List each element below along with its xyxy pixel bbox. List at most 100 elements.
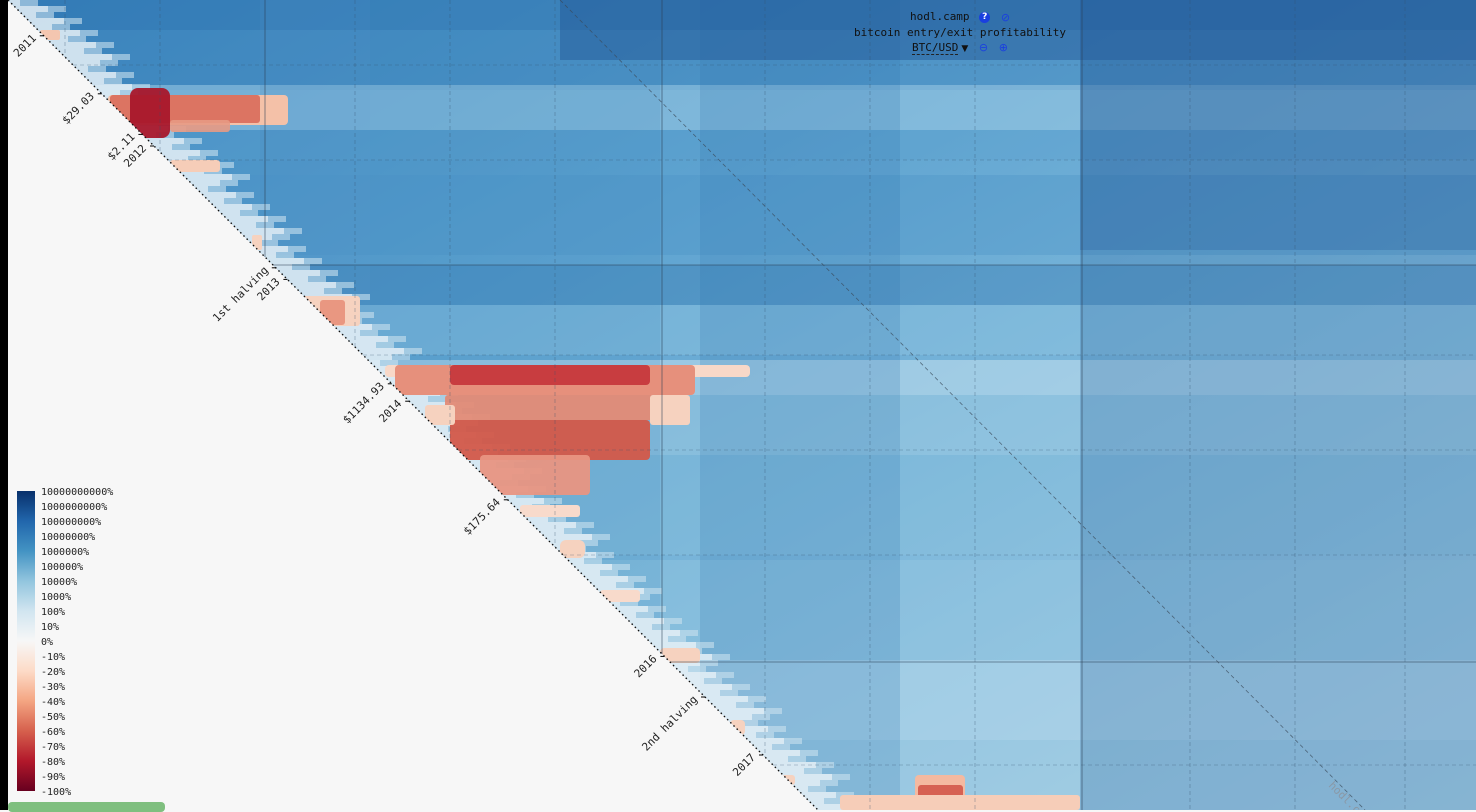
near-diagonal-cell [716,672,734,678]
bottom-tab[interactable] [8,802,165,812]
near-diagonal-cell [580,540,598,546]
near-diagonal-cell [276,252,294,258]
near-diagonal-cell [98,90,120,96]
near-diagonal-cell [266,258,304,264]
hide-icon[interactable]: ⊘ [1000,10,1011,24]
loss-region [40,30,60,40]
near-diagonal-cell [404,396,428,402]
near-diagonal-cell [92,84,132,90]
near-diagonal-cell [188,156,206,162]
near-diagonal-cell [96,42,114,48]
near-diagonal-cell [68,60,100,66]
near-diagonal-cell [668,636,686,642]
legend-label: 10000000% [41,532,96,543]
near-diagonal-cell [576,522,594,528]
near-diagonal-cell [236,192,254,198]
loss-region [520,505,580,517]
diagonal-edge [7,0,819,810]
near-diagonal-cell [112,54,130,60]
legend-label: -60% [41,727,66,738]
zoom-in-icon[interactable]: ⊕ [998,41,1008,54]
near-diagonal-cell [278,270,320,276]
near-diagonal-cell [320,270,338,276]
loss-region [730,720,745,735]
near-diagonal-cell [324,288,342,294]
near-diagonal-cell [8,0,20,6]
near-diagonal-cell [752,744,772,750]
near-diagonal-cell [172,144,190,150]
diagonal-label: $29.03 [60,90,97,127]
near-diagonal-cell [434,426,448,432]
legend-label: -80% [41,757,66,768]
loss-region [560,540,585,558]
near-diagonal-cell [240,210,258,216]
near-diagonal-cell [62,54,112,60]
near-diagonal-cell [544,498,562,504]
loss-region [170,120,230,132]
near-diagonal-cell [674,666,688,672]
near-diagonal-cell [712,654,730,660]
near-diagonal-cell [536,528,564,534]
near-diagonal-cell [626,618,664,624]
near-diagonal-cell [20,12,36,18]
near-diagonal-cell [100,60,118,66]
near-diagonal-cell [332,324,372,330]
near-diagonal-cell [284,228,302,234]
site-title[interactable]: hodl.camp [909,10,970,23]
loss-region [320,300,345,325]
near-diagonal-cell [356,348,404,354]
near-diagonal-cell [808,786,826,792]
legend-label: 100000% [41,562,84,573]
near-diagonal-cell [722,714,752,720]
near-diagonal-cell [288,246,306,252]
near-diagonal-cell [542,534,592,540]
near-diagonal-cell [182,174,232,180]
near-diagonal-cell [628,576,646,582]
near-diagonal-cell [164,156,188,162]
near-diagonal-cell [14,6,48,12]
near-diagonal-cell [104,78,122,84]
legend-label: -70% [41,742,66,753]
near-diagonal-cell [86,78,104,84]
near-diagonal-cell [564,528,582,534]
near-diagonal-cell [600,570,618,576]
zoom-out-icon[interactable]: ⊖ [978,41,989,54]
near-diagonal-cell [260,240,278,246]
near-diagonal-cell [52,24,70,30]
near-diagonal-cell [56,48,84,54]
near-diagonal-cell [32,24,52,30]
near-diagonal-cell [188,180,220,186]
near-diagonal-cell [788,780,820,786]
near-diagonal-cell [530,522,576,528]
near-diagonal-cell [748,696,766,702]
near-diagonal-cell [344,336,388,342]
help-icon[interactable]: ? [979,11,991,23]
entry-band [1080,0,1476,250]
near-diagonal-cell [292,264,310,270]
near-diagonal-cell [296,288,324,294]
near-diagonal-cell [764,708,782,714]
near-diagonal-cell [116,72,134,78]
near-diagonal-cell [732,684,750,690]
near-diagonal-cell [806,798,824,804]
near-diagonal-cell [710,702,736,708]
legend-labels: 10000000000% 1000000000% 100000000% 1000000… [41,485,113,800]
near-diagonal-cell [208,186,226,192]
near-diagonal-cell [350,342,376,348]
near-diagonal-cell [704,696,748,702]
diagonal-label: 2011 [11,32,39,60]
near-diagonal-cell [704,678,722,684]
pair-selector[interactable]: BTC/USD [912,40,959,55]
near-diagonal-cell [812,804,852,810]
near-diagonal-cell [80,30,98,36]
near-diagonal-cell [650,642,696,648]
near-diagonal-cell [368,360,380,366]
loss-region [445,395,655,420]
near-diagonal-cell [290,282,336,288]
near-diagonal-cell [230,222,256,228]
chevron-down-icon[interactable]: ▼ [961,43,969,54]
near-diagonal-cell [212,204,252,210]
loss-region [840,795,1080,810]
